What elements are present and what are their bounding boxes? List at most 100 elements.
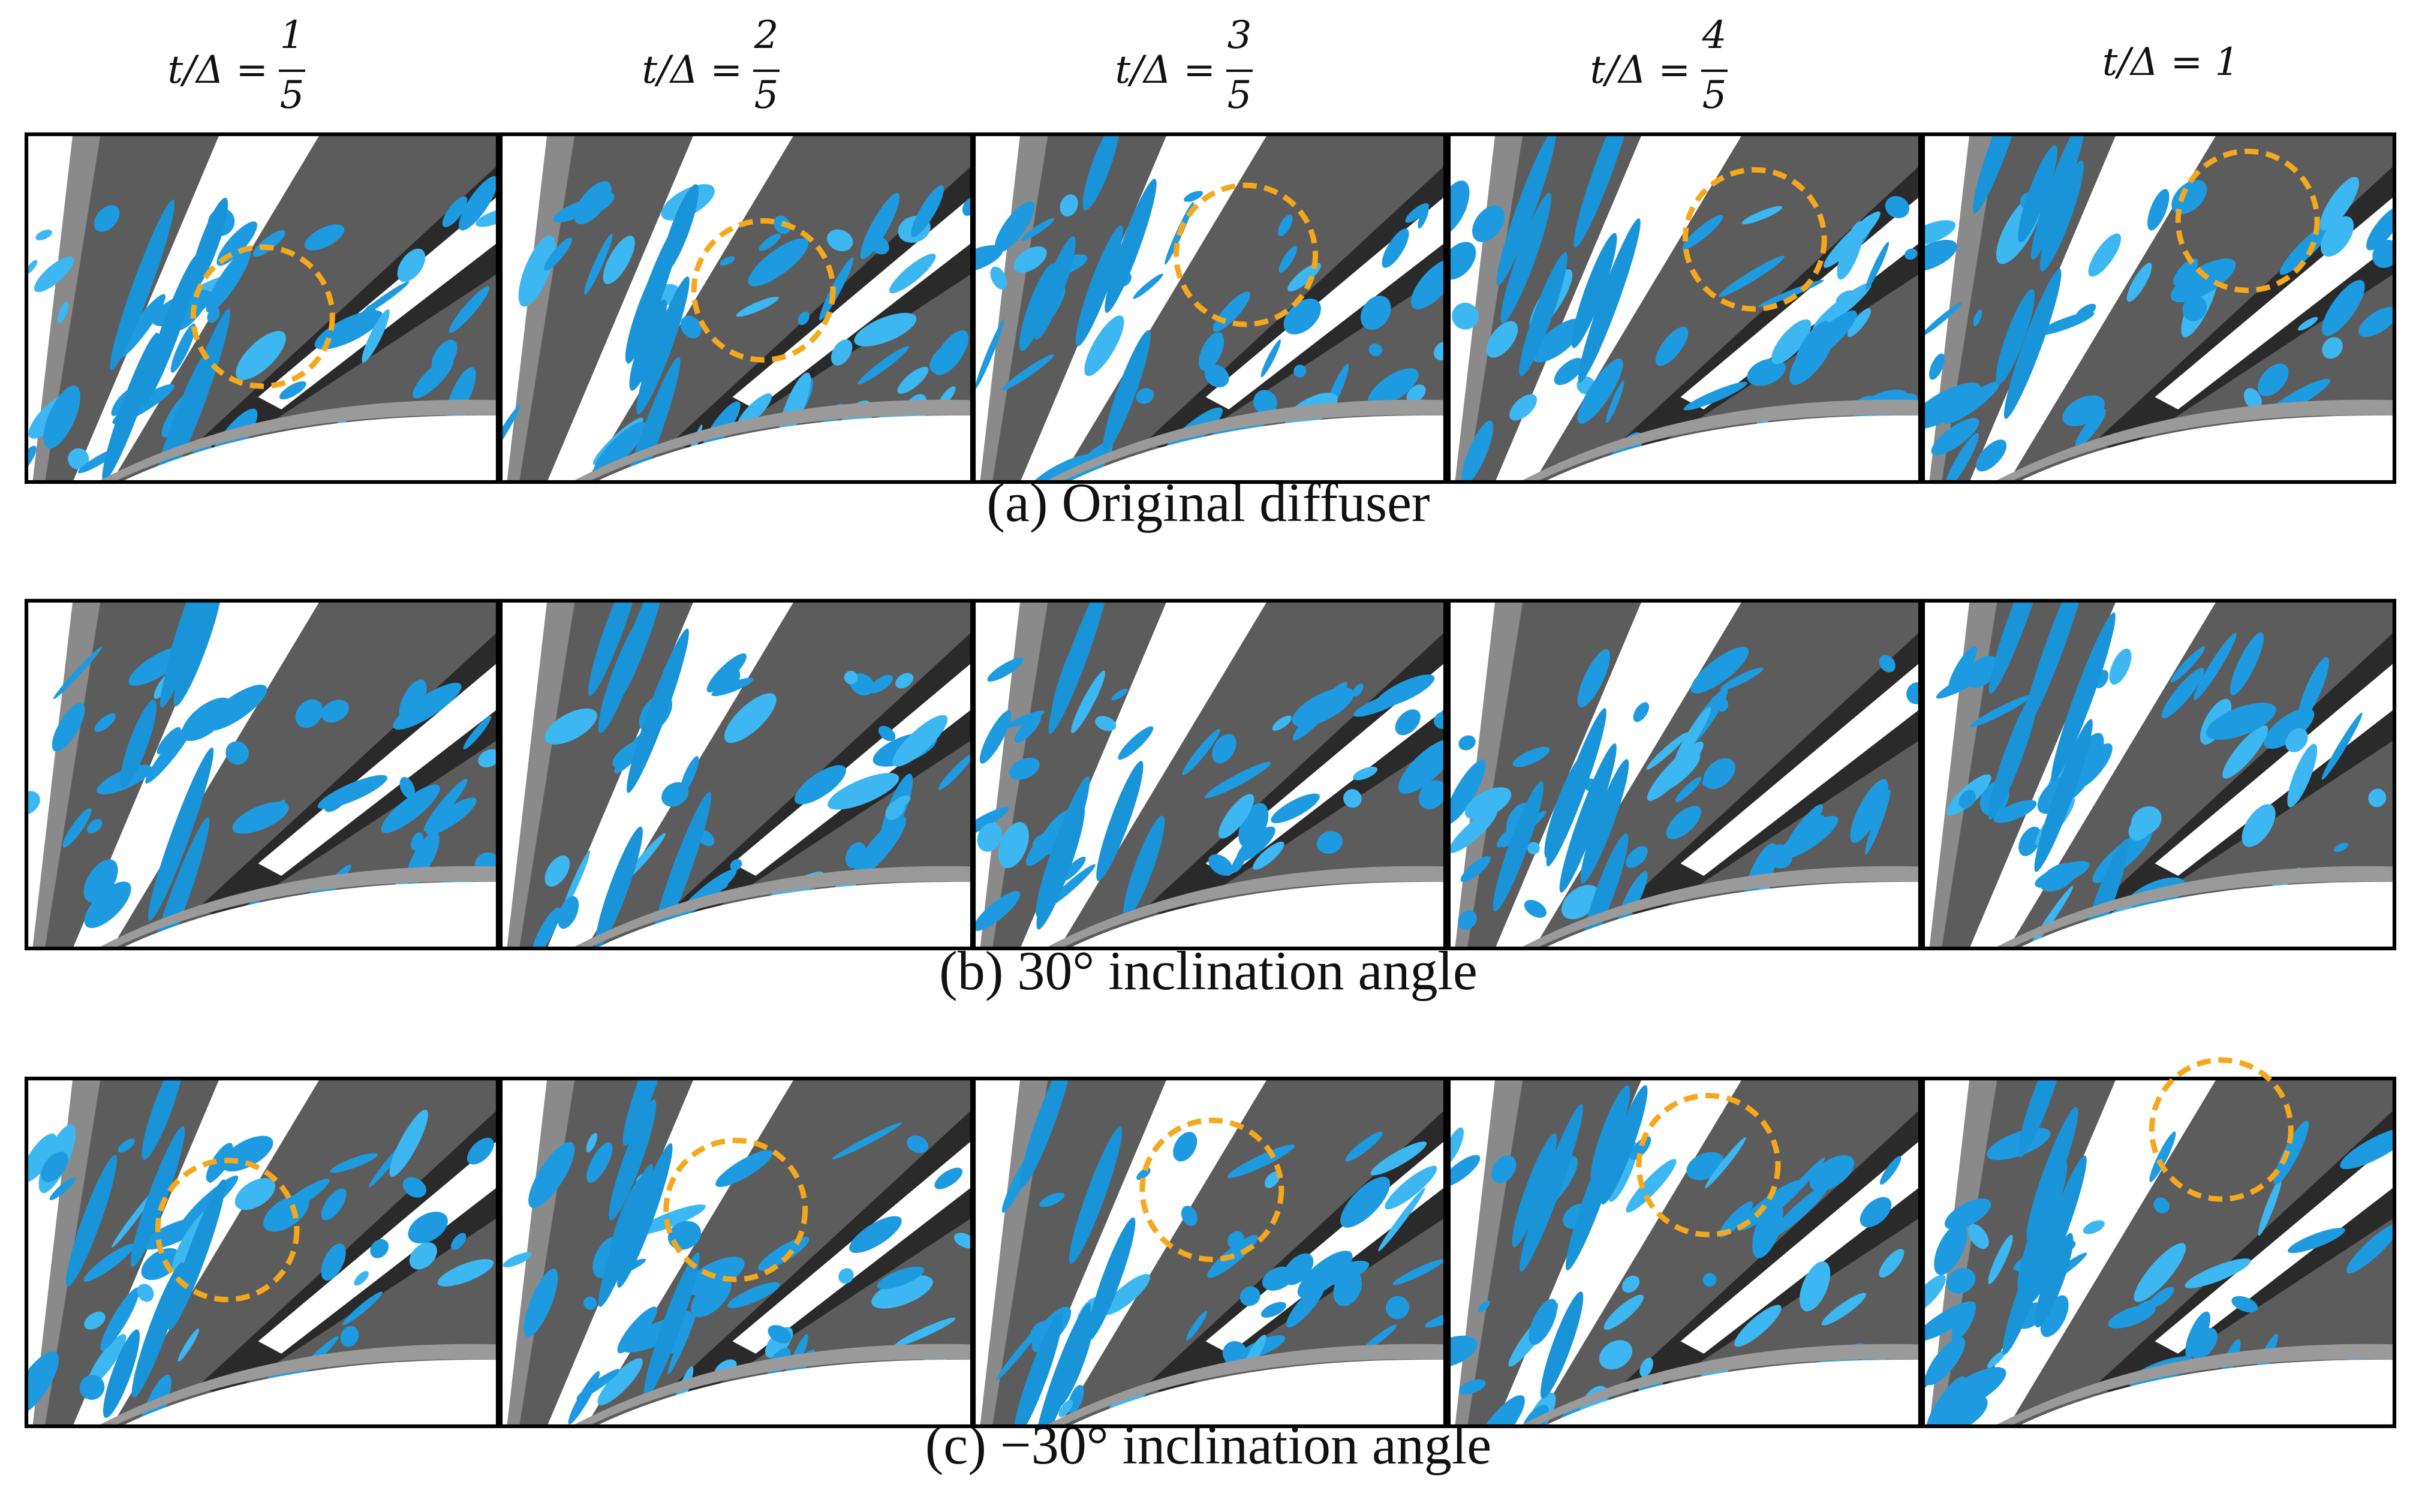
vortex-structure (52, 703, 85, 752)
panel-content (26, 1079, 498, 1427)
vortex-structure (1850, 779, 1888, 843)
panel-content (1923, 1079, 2395, 1427)
vortex-structure (871, 1275, 933, 1309)
vortex-structure (586, 1133, 598, 1153)
vortex-structure (206, 1143, 233, 1182)
vortex-tube (1571, 233, 1617, 348)
vortex-structure (895, 673, 914, 689)
vortex-structure (1703, 758, 1735, 790)
vortex-structure (1260, 339, 1281, 378)
vortex-structure (1006, 710, 1045, 728)
blade-shadow (2093, 631, 2394, 918)
blade-shadow (670, 1109, 972, 1396)
vortex-structure (1418, 205, 1429, 229)
highlight-circle (1682, 167, 1827, 312)
vortex-structure (1879, 655, 1896, 673)
vortex-structure (2185, 1258, 2251, 1288)
simulation-panel (24, 1076, 500, 1429)
hub-rim (571, 866, 973, 949)
panel-border (1446, 1076, 1922, 1429)
vortex-structure (1118, 726, 1154, 760)
vortex-structure (730, 859, 742, 871)
vortex-structure (1682, 215, 1723, 249)
vortex-structure (1532, 318, 1584, 363)
vortex-structure (1278, 246, 1297, 273)
vortex-tube (1069, 1127, 1123, 1264)
vortex-tube (588, 601, 642, 697)
vortex-structure (854, 312, 917, 347)
vortex-structure (819, 257, 854, 321)
blade-shadow (1618, 1109, 1920, 1396)
vortex-structure (2171, 180, 2207, 215)
vortex-tube (148, 747, 214, 921)
vortex-tube (1036, 805, 1085, 930)
side-wall-light (1923, 134, 1970, 482)
vortex-structure (858, 346, 909, 385)
vortex-tube (2018, 145, 2058, 243)
vortex-structure (88, 1334, 127, 1386)
vortex-structure (1272, 715, 1292, 731)
vortex-structure (2137, 1300, 2156, 1312)
vortex-structure (736, 297, 779, 317)
hub-rim (1044, 1344, 1446, 1427)
vortex-tube (1496, 134, 1557, 286)
vortex-tube (2034, 719, 2093, 872)
vortex-structure (987, 658, 1024, 682)
vortex-tube (120, 700, 157, 788)
vortex-structure (2334, 842, 2348, 853)
vortex-structure (442, 196, 468, 228)
vortex-structure (996, 1320, 1046, 1381)
vortex-structure (1813, 282, 1872, 331)
vortex-structure (1674, 707, 1711, 763)
vortex-tube (617, 1143, 673, 1288)
vortex-structure (929, 344, 956, 373)
vane-1 (1495, 134, 1743, 482)
vortex-structure (583, 1296, 597, 1310)
vortex-structure (1186, 1311, 1208, 1341)
vortex-structure (423, 778, 468, 832)
vortex-structure (137, 1284, 154, 1302)
vortex-structure (2075, 408, 2106, 447)
vortex-structure (877, 1266, 925, 1290)
blade-shadow (196, 165, 498, 451)
vortex-structure (260, 799, 286, 821)
vortex-tube (625, 256, 668, 363)
hub (121, 415, 498, 483)
header-prefix: t/Δ = (1115, 48, 1215, 92)
vortex-structure (397, 248, 426, 282)
vortex-structure (1227, 1144, 1295, 1178)
vortex-structure (1923, 1275, 1946, 1313)
vortex-structure (49, 1177, 76, 1200)
vortex-tube (1103, 330, 1151, 453)
vortex-structure (1747, 358, 1786, 386)
vortex-structure (1205, 761, 1271, 799)
hub (121, 1359, 498, 1427)
vortex-structure (431, 339, 458, 372)
vortex-structure (357, 281, 410, 318)
vortex-structure (1029, 454, 1094, 483)
simulation-panel (24, 598, 500, 951)
panel-border (971, 132, 1448, 484)
vortex-structure (279, 381, 306, 400)
vortex-structure (878, 725, 896, 742)
vortex-structure (1111, 688, 1128, 701)
vortex-structure (1368, 343, 1383, 357)
panel-border (24, 132, 500, 484)
vortex-structure (1771, 1183, 1830, 1237)
vortex-structure (1410, 258, 1446, 309)
simulation-panel (971, 132, 1448, 484)
vortex-structure (1951, 1302, 1976, 1342)
vortex-tube (1123, 815, 1165, 919)
vortex-tube (2035, 1233, 2074, 1328)
highlight-circle (2149, 1057, 2294, 1202)
vortex-structure (1340, 1176, 1391, 1228)
vortex-structure (2185, 1311, 2210, 1357)
vortex-structure (1577, 359, 1623, 424)
vortex-structure (2194, 632, 2237, 700)
vortex-structure (1458, 735, 1476, 751)
vortex-structure (393, 682, 462, 730)
vortex-structure (1771, 319, 1812, 365)
vortex-structure (1449, 1335, 1478, 1368)
simulation-panel (971, 598, 1448, 951)
vane-2 (2155, 1140, 2394, 1354)
